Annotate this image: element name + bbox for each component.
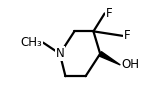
Text: CH₃: CH₃ [20,36,42,49]
Polygon shape [99,52,120,65]
Text: N: N [56,47,64,60]
Text: F: F [106,7,112,20]
Text: F: F [124,29,130,42]
Text: OH: OH [121,58,140,71]
